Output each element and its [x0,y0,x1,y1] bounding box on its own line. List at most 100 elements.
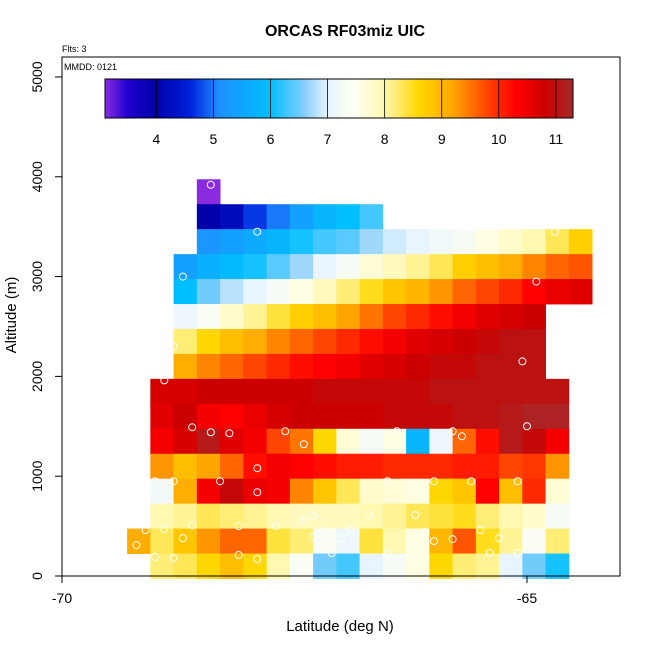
heatmap-cell [452,304,477,330]
sample-point [206,180,215,189]
heatmap-cell [475,528,500,554]
sample-point [448,535,457,544]
heatmap-cell [382,328,407,355]
sample-points [132,180,559,563]
heatmap-cell [289,254,314,280]
colorbar-segment [298,79,302,118]
heatmap-cell [545,453,570,480]
colorbar-segment [409,79,413,118]
heatmap-cell [522,503,546,529]
heatmap-cell [220,204,244,230]
colorbar-segment [502,79,507,118]
heatmap-cell [243,254,267,280]
heatmap-cell [196,353,221,380]
colorbar-segment [567,79,571,118]
sample-point [169,554,178,562]
colorbar-segment [166,79,170,118]
heatmap-cell [243,304,267,330]
heatmap-cell [359,254,384,280]
sample-point [178,272,187,281]
heatmap-cell [289,553,314,579]
heatmap-cell [173,254,198,280]
heatmap-cell [522,353,546,380]
heatmap-cell [266,254,291,280]
heatmap-cell [359,503,384,529]
colorbar: 4 5 6 7 8 9 10 11 [104,78,574,147]
colorbar-segment [181,79,185,118]
heatmap-cell [243,478,267,505]
colorbar-segment [570,79,574,118]
heatmap-cell [522,478,546,505]
heatmap-cell [382,428,407,455]
colorbar-segment [379,79,384,118]
colorbar-segment [529,79,533,118]
colorbar-frame [104,78,574,119]
heatmap-cell [336,553,360,579]
heatmap-cell [499,378,523,405]
colorbar-segment [289,79,293,118]
colorbar-segment [420,79,425,118]
plot-frame [61,56,621,577]
heatmap-cell [220,229,244,255]
colorbar-segment [157,79,162,118]
heatmap-cell [545,503,570,529]
colorbar-segment [145,79,150,118]
heatmap-cell [243,503,267,529]
colorbar-segment [219,79,223,118]
heatmap-cell [266,553,291,579]
heatmap-cell [173,353,198,380]
colorbar-segment [107,79,112,118]
heatmap-cell [196,179,221,205]
heatmap-cell [243,353,267,380]
heatmap-cell [243,428,267,455]
heatmap-cell [568,229,593,255]
heatmap-cell [266,279,291,305]
heatmap-cell [499,328,523,355]
colorbar-segment [175,79,179,118]
colorbar-segment [412,79,416,118]
heatmap-cell [266,304,291,330]
colorbar-segment [336,79,340,118]
colorbar-segment [201,79,205,118]
sample-point [364,511,373,520]
colorbar-segment [236,79,241,118]
colorbar-segment [479,79,483,118]
colorbar-segment [368,79,372,118]
heatmap-cell [429,403,453,430]
heatmap-cell [289,453,314,480]
heatmap-cell [545,478,570,505]
heatmap-cell [336,328,360,355]
heatmap-cell [173,553,198,579]
heatmap-cell [196,503,221,529]
colorbar-segment [356,79,360,118]
sample-point [346,525,355,534]
colorbar-segment [113,79,118,118]
heatmap-cell [243,553,267,579]
colorbar-segment [137,79,141,118]
sample-point [160,376,169,385]
heatmap-cell [196,428,221,455]
heatmap-cell [196,279,221,305]
colorbar-segment [470,79,475,118]
heatmap-cell [406,279,430,305]
colorbar-segment [178,79,182,118]
heatmap-cell [522,553,546,579]
heatmap-cell [150,528,174,554]
heatmap-cell [382,353,407,380]
y-tick-label: 4000 [29,161,45,192]
heatmap-cell [406,328,430,355]
heatmap-cell [313,503,337,529]
heatmap-cell [266,478,291,505]
heatmap-cell [173,378,198,405]
colorbar-segment [230,79,235,118]
colorbar-segment [131,79,135,118]
colorbar-segment [183,79,188,118]
colorbar-segment [517,79,521,118]
colorbar-segment [532,79,536,118]
heatmap-cell [289,528,314,554]
heatmap-cell [220,353,244,380]
colorbar-segment [388,79,393,118]
colorbar-segment [245,79,249,118]
heatmap-cell [150,428,174,455]
colorbar-segment [464,79,469,118]
